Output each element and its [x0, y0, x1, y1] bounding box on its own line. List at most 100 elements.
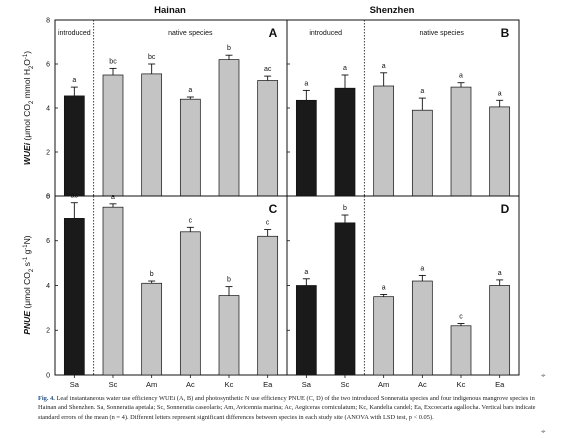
y-tick-label: 6: [46, 61, 50, 68]
axis-label-unit-part: 2: [29, 65, 35, 69]
bar-A-Kc: [218, 59, 240, 197]
bar-A-Ea: [257, 80, 279, 197]
bar-B-Sc: [334, 87, 356, 197]
x-tick-label: Am: [378, 380, 389, 389]
significance-letter: b: [227, 277, 231, 284]
x-tick-label: Am: [146, 380, 157, 389]
axis-label-unit-part: 2: [29, 268, 35, 272]
significance-letter: bc: [109, 58, 117, 65]
x-tick-label: Sc: [341, 380, 350, 389]
significance-letter: a: [382, 63, 386, 70]
axis-label-unit-part: O: [22, 59, 32, 66]
significance-letter: c: [189, 217, 193, 224]
y-axis-label-pnue: PNUE (μmol CO2 s-1 g-1N): [22, 235, 35, 334]
significance-letter: a: [343, 65, 347, 72]
significance-letter: a: [304, 269, 308, 276]
x-tick-label: Sa: [302, 380, 312, 389]
axis-label-unit-part: (μmol CO: [22, 104, 32, 141]
axis-label-unit-part: -1: [23, 256, 29, 262]
bar-C-Am: [141, 282, 163, 376]
y-tick-label: 4: [46, 283, 50, 290]
significance-letter: a: [459, 73, 463, 80]
axis-label-unit-part: g: [22, 249, 32, 256]
significance-letter: a: [382, 284, 386, 291]
y-tick-label: 2: [46, 328, 50, 335]
y-tick-label: 6: [46, 238, 50, 245]
group-label-native: native species: [419, 30, 464, 37]
bar-B-Kc: [450, 86, 472, 197]
group-label-introduced: introduced: [309, 30, 342, 37]
axis-label-unit-part: s: [22, 262, 32, 269]
corner-crosshair-icon: ⌖: [541, 371, 546, 380]
figure-caption: Fig. 4. Leaf instantaneous water use eff…: [38, 394, 538, 422]
x-tick-label: Kc: [225, 380, 234, 389]
significance-letter: a: [188, 87, 192, 94]
corner-crosshair-icon-lower: ⌖: [541, 427, 546, 436]
bar-C-Ea: [257, 235, 279, 376]
significance-letter: a: [304, 80, 308, 87]
significance-letter: a: [420, 88, 424, 95]
group-label-native: native species: [168, 30, 213, 37]
panel-letter-C: C: [269, 202, 278, 216]
bar-B-Ac: [411, 109, 433, 197]
bar-A-Sa: [63, 95, 85, 197]
bar-D-Ac: [411, 280, 433, 376]
x-tick-label: Ea: [495, 380, 505, 389]
significance-letter: c: [266, 220, 270, 227]
caption-text: Leaf instantaneous water use efficiency …: [38, 395, 536, 421]
axis-label-unit-part: (μmol CO: [22, 272, 32, 309]
bar-C-Sa: [63, 218, 85, 376]
bar-D-Ea: [489, 285, 511, 376]
bar-D-Kc: [450, 325, 472, 376]
significance-letter: ac: [71, 193, 79, 200]
column-title-hainan: Hainan: [154, 5, 186, 16]
significance-letter: ac: [264, 66, 272, 73]
bar-A-Ac: [179, 98, 201, 197]
x-tick-label: Ac: [418, 380, 427, 389]
bar-A-Am: [141, 73, 163, 197]
x-tick-label: Ea: [263, 380, 273, 389]
panel-frame-B: [286, 19, 520, 197]
panel-frame-C: [54, 195, 288, 376]
significance-letter: b: [227, 45, 231, 52]
bar-B-Sa: [295, 99, 317, 197]
axis-label-name: WUEi: [22, 141, 32, 166]
bar-D-Sa: [295, 285, 317, 376]
panel-letter-A: A: [269, 26, 278, 40]
bar-D-Am: [373, 296, 395, 376]
significance-letter: b: [343, 205, 347, 212]
axis-label-unit-part: 2: [29, 100, 35, 104]
axis-label-unit-part: N): [22, 235, 32, 244]
column-title-shenzhen: Shenzhen: [370, 5, 415, 16]
bar-C-Sc: [102, 206, 124, 376]
axis-label-unit-part: mmol H: [22, 69, 32, 101]
significance-letter: a: [111, 194, 115, 201]
x-tick-label: Sa: [70, 380, 80, 389]
panel-frame-A: [54, 19, 288, 197]
significance-letter: b: [150, 271, 154, 278]
significance-letter: bc: [148, 54, 156, 61]
panel-frame-D: [286, 195, 520, 376]
bar-B-Ea: [489, 106, 511, 197]
bar-A-Sc: [102, 74, 124, 197]
y-tick-label: 8: [46, 17, 50, 24]
y-axis-label-wue: WUEi (μmol CO2 mmol H2O-1): [22, 51, 35, 165]
significance-letter: a: [72, 77, 76, 84]
y-tick-label: 2: [46, 149, 50, 156]
axis-label-unit-part: -1: [23, 244, 29, 250]
x-tick-label: Ac: [186, 380, 195, 389]
y-tick-label: 0: [46, 372, 50, 379]
x-tick-label: Kc: [457, 380, 466, 389]
significance-letter: a: [420, 265, 424, 272]
panel-letter-B: B: [501, 26, 510, 40]
panel-letter-D: D: [501, 202, 510, 216]
bar-B-Am: [373, 85, 395, 197]
group-label-introduced: introduced: [58, 30, 91, 37]
y-tick-label: 4: [46, 105, 50, 112]
axis-label-unit-part: ): [22, 51, 32, 54]
significance-letter: c: [459, 314, 463, 321]
bar-C-Kc: [218, 295, 240, 376]
significance-letter: a: [498, 270, 502, 277]
